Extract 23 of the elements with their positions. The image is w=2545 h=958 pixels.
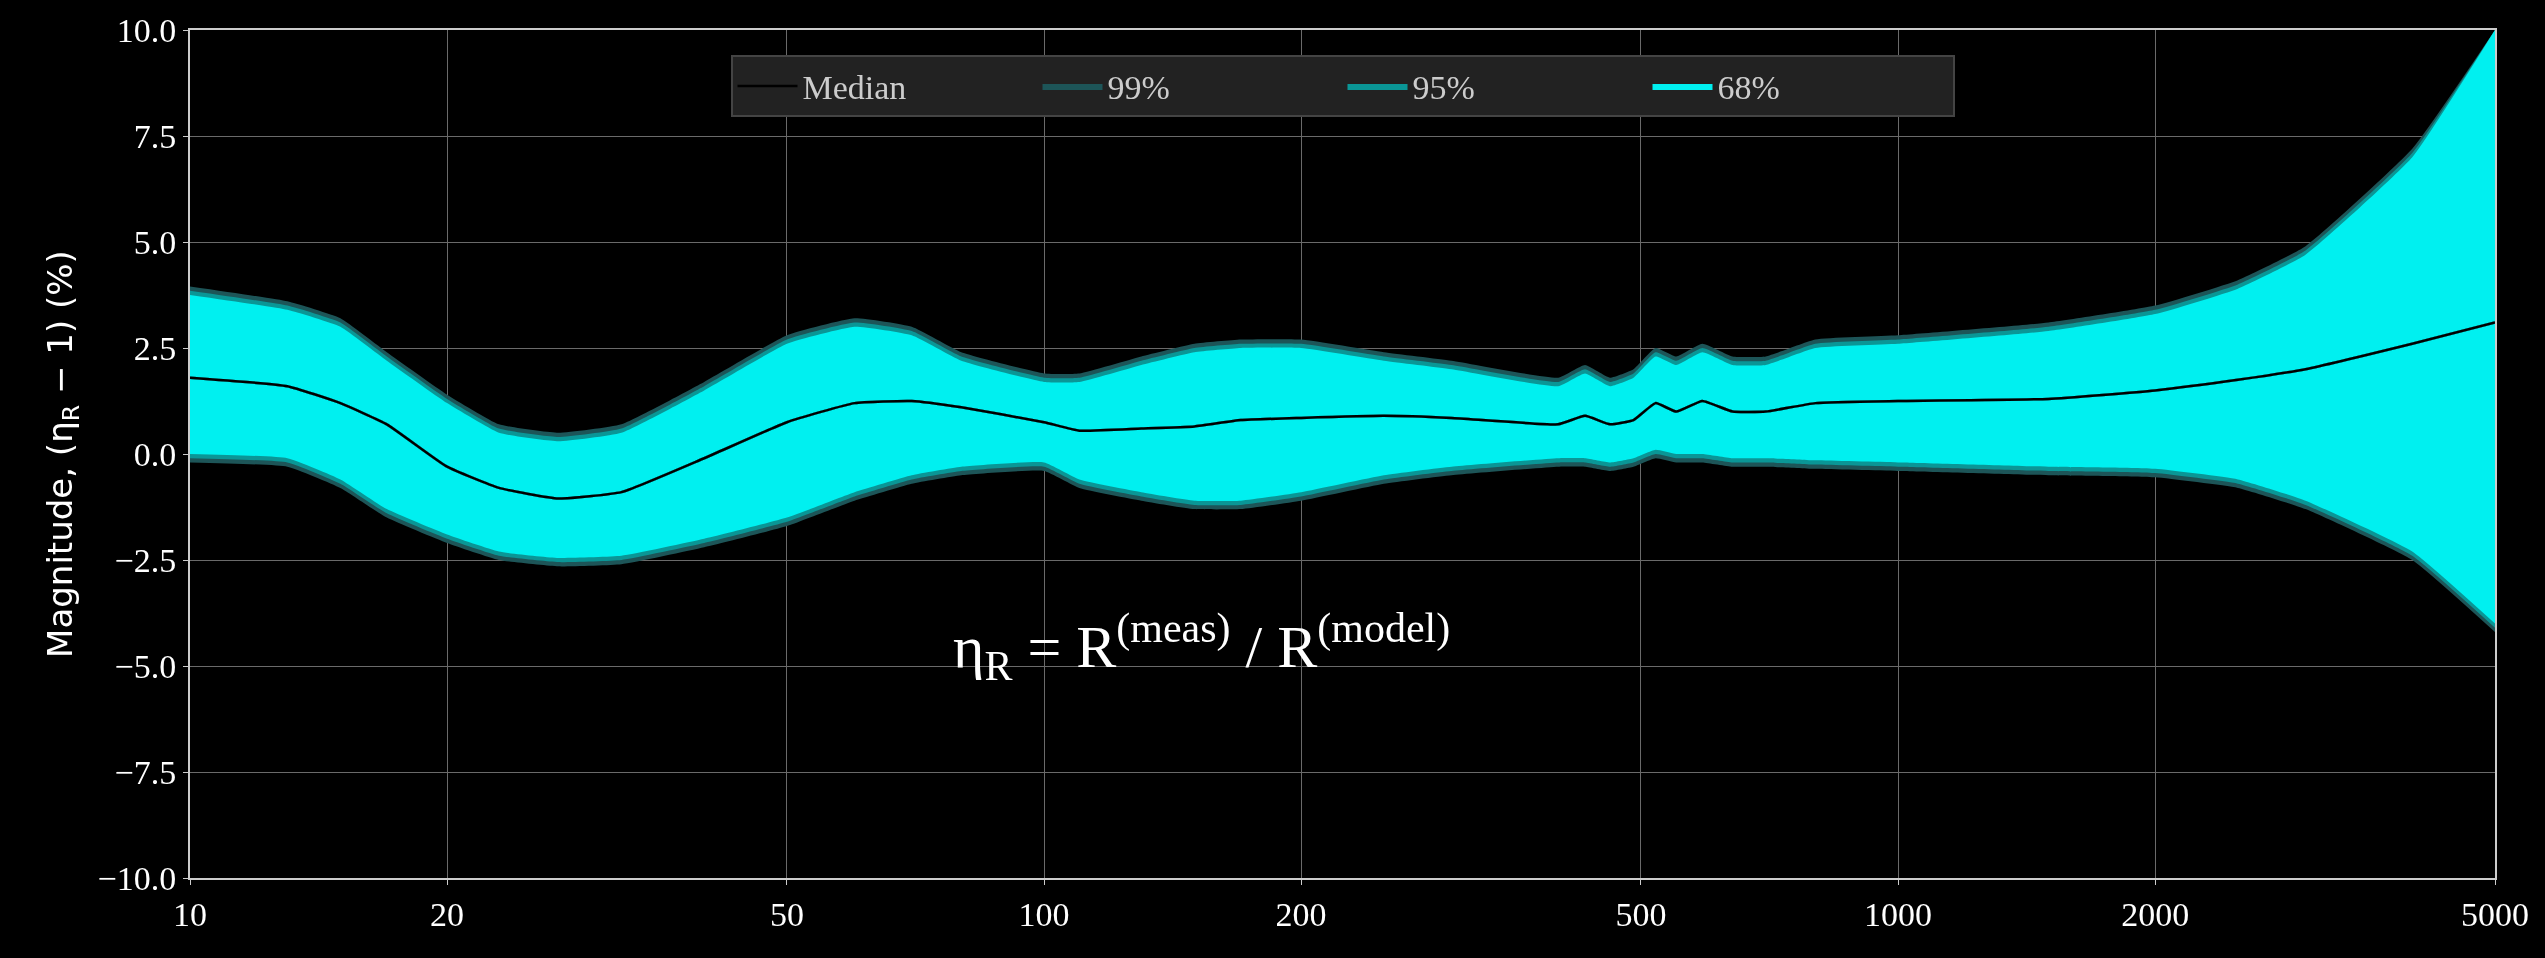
x-tick-label: 20 xyxy=(430,895,465,933)
y-tick-label: 2.5 xyxy=(133,329,177,367)
x-tick-label: 10 xyxy=(173,895,207,933)
x-tick-label: 1000 xyxy=(1864,895,1933,933)
annotation: η$_{R}$ = R$^{(meas)}$ / R$^{(model)}$ xyxy=(953,605,1451,689)
legend-label: Median xyxy=(802,69,907,107)
y-tick-label: −7.5 xyxy=(114,753,177,791)
y-tick-label: −2.5 xyxy=(114,541,177,579)
legend-label: 68% xyxy=(1717,69,1780,107)
x-tick-label: 200 xyxy=(1275,895,1327,933)
x-tick-label: 100 xyxy=(1018,895,1070,933)
x-tick-label: 2000 xyxy=(2121,895,2190,933)
x-tick-label: 5000 xyxy=(2461,895,2529,933)
legend-label: 99% xyxy=(1107,69,1170,107)
y-tick-label: 10.0 xyxy=(116,11,177,49)
y-tick-label: 7.5 xyxy=(133,117,177,155)
x-tick-label: 500 xyxy=(1615,895,1667,933)
y-tick-label: −10.0 xyxy=(97,859,177,897)
y-tick-label: 5.0 xyxy=(133,223,177,261)
legend-label: 95% xyxy=(1412,69,1475,107)
y-tick-label: −5.0 xyxy=(114,647,177,685)
y-tick-label: 0.0 xyxy=(133,435,177,473)
x-tick-label: 50 xyxy=(769,895,804,933)
